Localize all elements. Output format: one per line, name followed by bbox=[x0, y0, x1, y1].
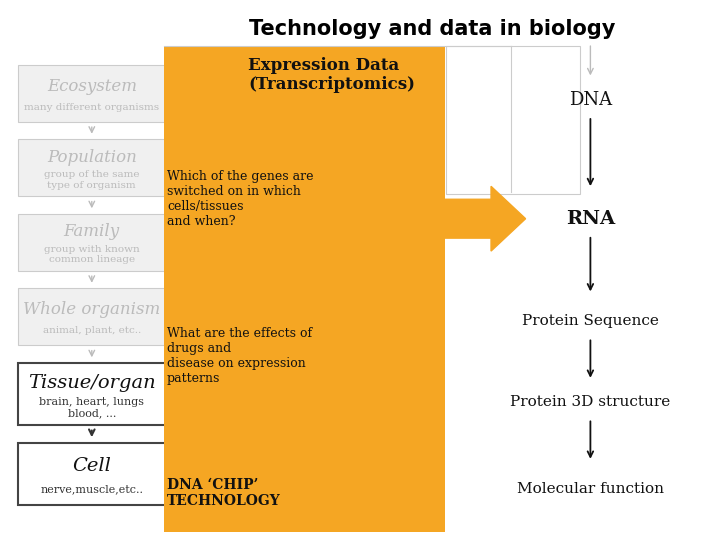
Text: Which of the genes are
switched on in which
cells/tissues
and when?: Which of the genes are switched on in wh… bbox=[167, 170, 313, 228]
Text: Tissue/organ: Tissue/organ bbox=[28, 374, 156, 391]
Text: many different organisms: many different organisms bbox=[24, 103, 159, 112]
FancyBboxPatch shape bbox=[18, 443, 166, 505]
Text: Protein Sequence: Protein Sequence bbox=[522, 314, 659, 328]
FancyBboxPatch shape bbox=[18, 288, 166, 345]
Text: animal, plant, etc..: animal, plant, etc.. bbox=[42, 326, 141, 335]
FancyBboxPatch shape bbox=[18, 65, 166, 122]
Text: DNA ‘CHIP’
TECHNOLOGY: DNA ‘CHIP’ TECHNOLOGY bbox=[167, 478, 281, 508]
Text: Molecular function: Molecular function bbox=[517, 482, 664, 496]
Text: Whole organism: Whole organism bbox=[23, 301, 161, 319]
Text: Cell: Cell bbox=[73, 457, 111, 475]
FancyBboxPatch shape bbox=[18, 139, 166, 196]
Text: group with known
common lineage: group with known common lineage bbox=[44, 245, 140, 265]
Text: What are the effects of
drugs and
disease on expression
patterns: What are the effects of drugs and diseas… bbox=[167, 327, 312, 384]
Text: nerve,muscle,etc..: nerve,muscle,etc.. bbox=[40, 484, 143, 495]
FancyBboxPatch shape bbox=[164, 46, 445, 532]
Text: brain, heart, lungs
blood, ...: brain, heart, lungs blood, ... bbox=[40, 397, 144, 418]
Text: Population: Population bbox=[47, 149, 137, 166]
FancyArrow shape bbox=[295, 343, 389, 402]
FancyArrow shape bbox=[443, 186, 526, 251]
FancyBboxPatch shape bbox=[18, 214, 166, 271]
FancyBboxPatch shape bbox=[18, 363, 166, 425]
Text: Protein 3D structure: Protein 3D structure bbox=[510, 395, 670, 409]
Text: Expression Data
(Transcriptomics): Expression Data (Transcriptomics) bbox=[248, 57, 415, 93]
Text: DNA: DNA bbox=[569, 91, 612, 109]
Text: Family: Family bbox=[64, 224, 120, 240]
Text: Ecosystem: Ecosystem bbox=[47, 78, 137, 95]
Text: RNA: RNA bbox=[566, 210, 615, 228]
Text: group of the same
type of organism: group of the same type of organism bbox=[44, 171, 140, 190]
Text: Technology and data in biology: Technology and data in biology bbox=[249, 19, 615, 39]
